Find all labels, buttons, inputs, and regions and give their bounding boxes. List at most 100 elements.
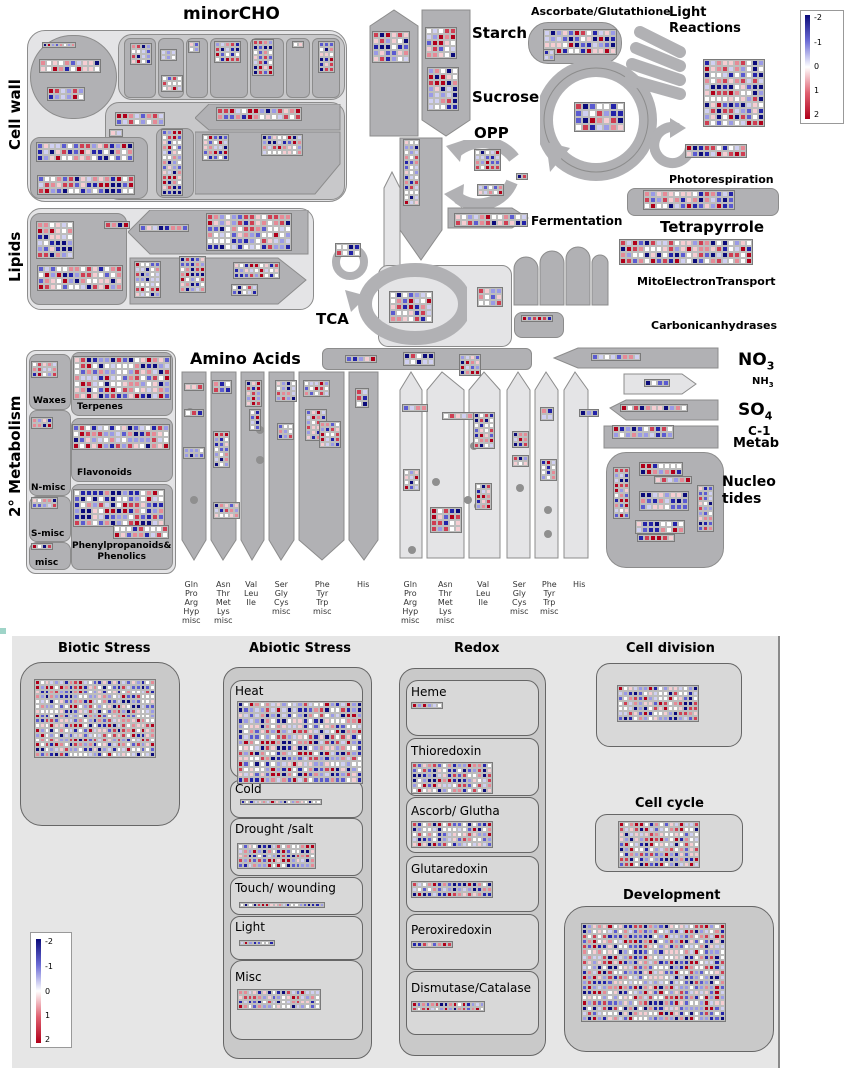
heatmap-cell xyxy=(412,822,417,827)
heatmap-cell xyxy=(276,848,282,854)
heatmap-cell xyxy=(74,490,80,496)
heatmap-cell xyxy=(422,353,428,359)
heatmap-cell xyxy=(716,90,722,96)
heatmap-cell xyxy=(308,702,314,708)
heatmap-cell xyxy=(633,701,638,706)
heatmap-cell xyxy=(44,266,50,272)
heatmap-cell xyxy=(103,149,109,155)
heatmap-cell xyxy=(425,1002,430,1007)
heatmap-cell xyxy=(291,381,296,386)
heatmap-cell xyxy=(68,713,74,719)
heatmap-cell xyxy=(664,492,670,498)
heatmap-cell xyxy=(335,718,341,724)
heatmap-cell xyxy=(623,701,628,706)
heatmap-cell xyxy=(466,1002,471,1007)
heatmap-cell xyxy=(704,72,710,78)
heatmap-cell xyxy=(669,822,674,827)
heatmap-cell xyxy=(92,732,98,738)
heatmap-cell xyxy=(78,751,83,757)
heatmap-cell xyxy=(111,684,117,690)
heatmap-cell xyxy=(122,113,128,119)
heatmap-cell xyxy=(266,800,271,805)
heatmap-cell xyxy=(136,59,141,64)
heatmap-bin-59 xyxy=(635,520,685,534)
heatmap-cell xyxy=(434,86,440,92)
abiotic-stress-title: Abiotic Stress xyxy=(249,641,351,656)
heatmap-cell xyxy=(286,381,291,386)
heatmap-cell xyxy=(346,356,352,362)
heatmap-cell xyxy=(242,863,248,868)
heatmap-cell xyxy=(275,761,282,767)
heatmap-cell xyxy=(482,892,487,897)
heatmap-cell xyxy=(648,1000,654,1006)
heatmap-cell xyxy=(277,140,282,145)
heatmap-cell xyxy=(92,737,98,743)
heatmap-cell xyxy=(644,240,650,246)
heatmap-cell xyxy=(638,252,644,258)
heatmap-cell xyxy=(140,713,146,719)
heatmap-cell xyxy=(639,837,644,842)
heatmap-cell xyxy=(150,718,155,724)
heatmap-cell xyxy=(587,985,593,991)
heatmap-cell xyxy=(104,278,110,284)
heatmap-cell xyxy=(396,292,402,298)
heatmap-cell xyxy=(290,903,295,908)
heatmap-cell xyxy=(308,734,314,740)
heatmap-cell xyxy=(273,220,279,226)
heatmap-cell xyxy=(452,827,457,832)
heatmap-cell xyxy=(746,78,752,84)
heatmap-cell xyxy=(58,737,64,743)
heatmap-cell xyxy=(673,939,679,945)
heatmap-cell xyxy=(145,723,151,728)
heatmap-cell xyxy=(219,220,225,226)
heatmap-cell xyxy=(329,52,334,57)
heatmap-cell xyxy=(324,772,330,778)
heatmap-cell xyxy=(208,150,213,155)
heatmap-cell xyxy=(86,278,92,284)
heatmap-cell xyxy=(668,535,674,541)
heatmap-cell xyxy=(683,980,689,986)
heatmap-cell xyxy=(708,501,713,506)
heatmap-cell xyxy=(452,887,457,892)
heatmap-cell xyxy=(474,438,479,443)
heatmap-cell xyxy=(140,520,146,526)
heatmap-cell xyxy=(150,689,155,695)
heatmap-cell xyxy=(709,944,715,950)
heatmap-cell xyxy=(325,437,330,442)
heatmap-cell xyxy=(258,45,263,50)
heatmap-cell xyxy=(242,999,248,1005)
heatmap-cell xyxy=(622,964,628,970)
heatmap-cell xyxy=(238,707,244,713)
heatmap-cell xyxy=(379,56,385,62)
opp-cycle xyxy=(444,140,519,211)
heatmap-cell xyxy=(91,443,97,449)
heatmap-cell xyxy=(223,155,228,160)
heatmap-cell xyxy=(624,468,629,473)
heatmap-cell xyxy=(639,827,644,832)
heatmap-cell xyxy=(63,723,69,728)
heatmap-cell xyxy=(156,526,162,532)
heatmap-cell xyxy=(162,86,167,91)
heatmap-cell xyxy=(678,686,683,691)
heatmap-cell xyxy=(362,389,368,395)
heatmap-cell xyxy=(403,405,409,411)
heatmap-cell xyxy=(49,703,55,709)
heatmap-cell xyxy=(654,847,659,852)
heatmap-cell xyxy=(403,38,409,44)
heatmap-cell xyxy=(243,739,249,746)
abiotic-light-label: Light xyxy=(235,920,265,934)
heatmap-cell xyxy=(409,170,414,175)
heatmap-cell xyxy=(116,520,122,526)
heatmap-cell xyxy=(135,684,141,690)
heatmap-cell xyxy=(596,124,603,131)
heatmap-cell xyxy=(734,96,740,102)
heatmap-cell xyxy=(617,959,623,965)
heatmap-cell xyxy=(479,1002,484,1007)
heatmap-cell xyxy=(54,708,59,714)
heatmap-cell xyxy=(668,944,674,950)
heatmap-cell xyxy=(722,84,728,90)
heatmap-cell xyxy=(627,1010,633,1016)
heatmap-cell xyxy=(145,689,151,695)
heatmap-cell xyxy=(544,30,550,36)
heatmap-cell xyxy=(68,188,74,194)
